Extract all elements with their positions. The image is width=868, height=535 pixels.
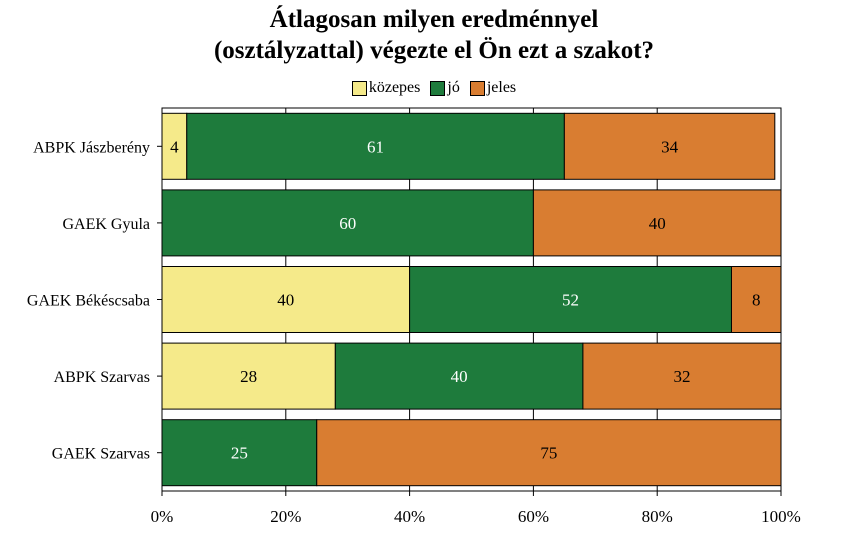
data-label: 75	[540, 444, 557, 463]
data-label: 40	[649, 214, 666, 233]
x-tick-label: 40%	[394, 507, 425, 526]
legend-swatch-kozepes	[351, 80, 367, 96]
bar-segment-jo	[334, 342, 584, 410]
data-label: 40	[451, 367, 468, 386]
bar-segment-jo	[409, 266, 732, 333]
chart-legend: közepes jó jeles	[0, 79, 868, 97]
bar-segment-kozepes	[161, 342, 336, 410]
data-label: 34	[661, 137, 679, 156]
bar-segment-jeles	[316, 419, 782, 487]
data-label: 32	[673, 367, 690, 386]
bar-segment-jeles	[532, 189, 782, 257]
chart-title-line-1: Átlagosan milyen eredménnyel	[269, 6, 599, 33]
data-label: 28	[240, 367, 257, 386]
legend-label-jo: jó	[447, 79, 460, 96]
category-label: ABPK Jászberény	[33, 139, 150, 156]
data-label: 8	[752, 291, 761, 310]
bar-segment-jeles	[563, 112, 776, 180]
x-tick-label: 20%	[270, 507, 301, 526]
category-label: GAEK Gyula	[62, 216, 150, 233]
bar-segment-jeles	[582, 342, 782, 410]
legend-swatch-jo	[430, 80, 446, 96]
data-label: 61	[367, 137, 384, 156]
legend-label-jeles: jeles	[486, 79, 517, 96]
category-label: GAEK Szarvas	[52, 446, 150, 463]
category-label: GAEK Békéscsaba	[27, 293, 150, 310]
bar-segment-kozepes	[161, 266, 411, 333]
x-tick-label: 0%	[151, 507, 174, 526]
x-tick-label: 100%	[761, 507, 801, 526]
chart-title: Átlagosan milyen eredménnyel (osztályzat…	[0, 4, 868, 66]
category-label: ABPK Szarvas	[54, 369, 150, 386]
data-label: 52	[562, 291, 579, 310]
legend-item-jeles: jeles	[469, 79, 517, 97]
legend-label-kozepes: közepes	[368, 79, 421, 96]
legend-item-kozepes: közepes	[351, 79, 421, 97]
bar-segment-kozepes	[161, 112, 188, 180]
x-tick-label: 60%	[518, 507, 549, 526]
data-label: 40	[277, 291, 294, 310]
bar-segment-jo	[161, 189, 534, 257]
chart-title-line-2: (osztályzattal) végezte el Ön ezt a szak…	[213, 37, 655, 64]
legend-swatch-jeles	[469, 80, 485, 96]
x-tick-label: 80%	[642, 507, 673, 526]
bar-segment-jo	[186, 112, 565, 180]
data-label: 60	[339, 214, 356, 233]
data-label: 25	[231, 444, 248, 463]
bar-segment-jeles	[730, 266, 782, 333]
legend-item-jo: jó	[430, 79, 460, 97]
data-label: 4	[170, 137, 179, 156]
